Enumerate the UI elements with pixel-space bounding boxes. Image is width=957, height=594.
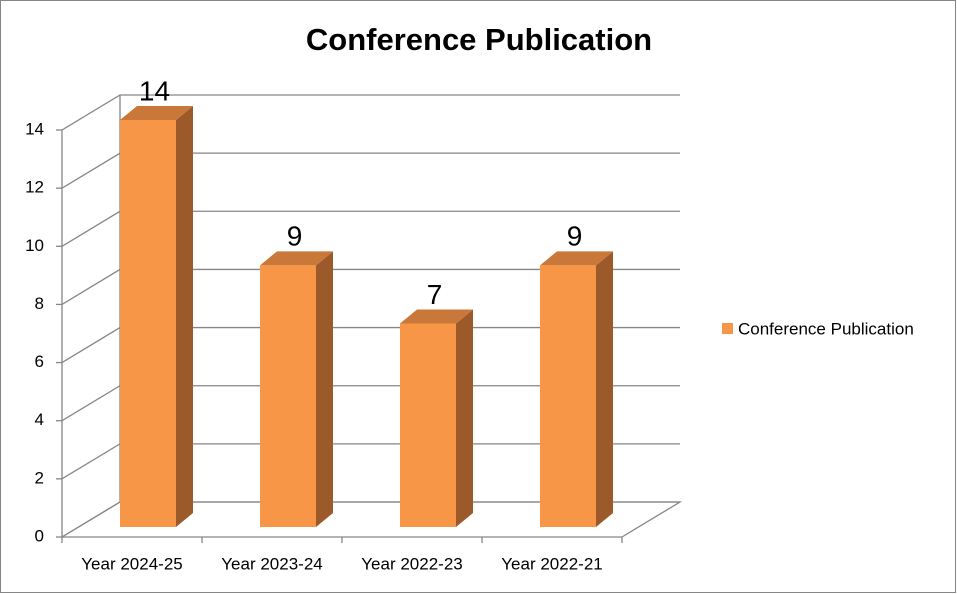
y-tick-label: 14 [25,119,44,138]
y-tick-label: 4 [35,410,44,429]
x-tick-label: Year 2022-21 [501,554,602,573]
bar [540,251,613,527]
x-tick-label: Year 2024-25 [81,554,182,573]
y-tick-label: 12 [25,178,44,197]
bar-top [540,251,613,266]
x-tick-label: Year 2023-24 [221,554,322,573]
bar [260,251,333,527]
x-tick-label: Year 2022-23 [361,554,462,573]
bar-top [120,106,193,120]
data-label: 9 [287,221,303,252]
bar-side [316,251,333,527]
data-label: 9 [567,221,583,252]
grid-line [61,94,680,131]
bar [400,309,473,527]
legend-swatch [722,323,733,334]
y-tick-label: 8 [35,294,44,313]
y-tick-label: 2 [35,468,44,487]
legend-label: Conference Publication [738,319,914,338]
y-tick-label: 10 [25,236,44,255]
bar-front [260,265,316,527]
y-tick-label: 0 [35,526,44,545]
bar-side [176,106,193,527]
y-tick-label: 6 [35,352,44,371]
chart-title: Conference Publication [306,22,652,57]
bar-top [260,251,333,266]
bar-side [596,251,613,527]
bar-front [120,120,176,527]
data-label: 14 [139,75,170,106]
bar [120,106,193,527]
bar-front [400,323,456,527]
bar-front [540,265,596,527]
data-label: 7 [427,279,443,310]
bar-side [456,309,473,527]
bar-top [400,309,473,324]
